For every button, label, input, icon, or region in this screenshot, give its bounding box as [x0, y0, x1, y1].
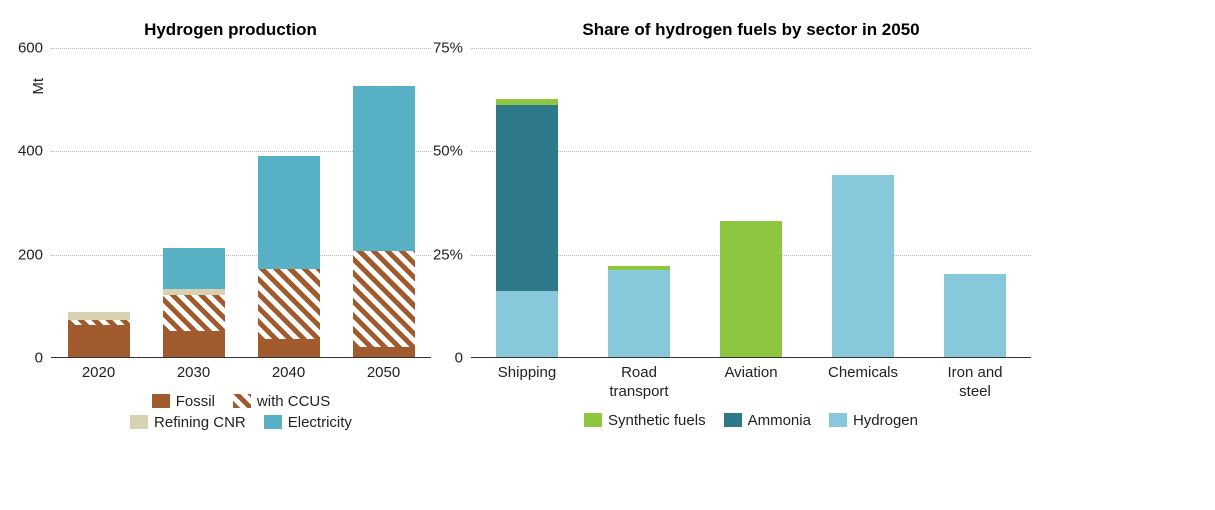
x-tick-label: 2050 [336, 364, 431, 383]
bar-segment-ccus [258, 269, 320, 339]
bar-segment-hydrogen [832, 175, 894, 357]
legend-swatch [152, 394, 170, 408]
legend-item-refining: Refining CNR [130, 414, 246, 431]
legend-swatch [130, 415, 148, 429]
y-tick-label: 200 [18, 246, 51, 263]
bar-group [163, 248, 225, 358]
legend-item-fossil: Fossil [152, 393, 215, 410]
bar-segment-hydrogen [608, 270, 670, 357]
chart-title: Hydrogen production [30, 20, 431, 40]
bar-segment-fossil [163, 331, 225, 357]
x-axis-labels: ShippingRoadtransportAviationChemicalsIr… [471, 364, 1031, 402]
bar-group [258, 156, 320, 357]
x-tick-label: Aviation [695, 364, 807, 402]
legend-label: Refining CNR [154, 414, 246, 431]
bar-segment-ammonia [496, 105, 558, 291]
legend-item-hydrogen: Hydrogen [829, 412, 918, 429]
legend-swatch [264, 415, 282, 429]
bar-group [944, 274, 1006, 357]
y-tick-label: 25% [433, 246, 471, 263]
bar-group [720, 221, 782, 357]
y-tick-label: 600 [18, 40, 51, 57]
x-tick-label: Chemicals [807, 364, 919, 402]
bar-segment-hydrogen [944, 274, 1006, 357]
legend-swatch [584, 413, 602, 427]
y-tick-label: 0 [35, 350, 51, 367]
plot-area: 0200400600 [51, 48, 431, 358]
x-tick-label: 2030 [146, 364, 241, 383]
bar-segment-electricity [258, 156, 320, 270]
bar-segment-electricity [163, 248, 225, 289]
bar-group [68, 312, 130, 357]
legend-item-ccus: with CCUS [233, 393, 330, 410]
bar-group [353, 86, 415, 357]
plot-area: 025%50%75% [471, 48, 1031, 358]
bar-segment-fossil [258, 339, 320, 357]
x-axis-labels: 2020203020402050 [51, 364, 431, 383]
legend-swatch [233, 394, 251, 408]
legend-item-synthetic: Synthetic fuels [584, 412, 706, 429]
legend-label: Hydrogen [853, 412, 918, 429]
bar-segment-fossil [68, 325, 130, 357]
bars-area [471, 48, 1031, 357]
legend-label: Electricity [288, 414, 352, 431]
bar-group [496, 99, 558, 357]
bar-group [608, 266, 670, 357]
bar-segment-hydrogen [496, 291, 558, 357]
legend-item-electricity: Electricity [264, 414, 352, 431]
legend-label: Synthetic fuels [608, 412, 706, 429]
legend-label: Ammonia [748, 412, 811, 429]
x-tick-label: Roadtransport [583, 364, 695, 402]
chart-title: Share of hydrogen fuels by sector in 205… [471, 20, 1031, 40]
x-tick-label: 2040 [241, 364, 336, 383]
x-tick-label: Shipping [471, 364, 583, 402]
legend-label: with CCUS [257, 393, 330, 410]
bar-segment-synthetic [720, 221, 782, 357]
legend-swatch [724, 413, 742, 427]
hydrogen-production-chart: Hydrogen production Mt 0200400600 202020… [30, 20, 431, 431]
bar-segment-electricity [353, 86, 415, 251]
chart-legend: Fossil with CCUS Refining CNR Electricity [91, 393, 391, 431]
bar-segment-ccus [353, 251, 415, 347]
share-by-sector-chart: Share of hydrogen fuels by sector in 205… [471, 20, 1031, 429]
y-axis-label: Mt [30, 78, 47, 95]
x-tick-label: Iron andsteel [919, 364, 1031, 402]
legend-swatch [829, 413, 847, 427]
legend-label: Fossil [176, 393, 215, 410]
x-tick-label: 2020 [51, 364, 146, 383]
bars-area [51, 48, 431, 357]
bar-segment-ccus [163, 295, 225, 331]
charts-row: Hydrogen production Mt 0200400600 202020… [30, 20, 1185, 431]
bar-segment-fossil [353, 347, 415, 357]
y-tick-label: 75% [433, 40, 471, 57]
bar-group [832, 175, 894, 357]
bar-segment-refining [68, 312, 130, 320]
y-tick-label: 0 [455, 350, 471, 367]
legend-item-ammonia: Ammonia [724, 412, 811, 429]
y-tick-label: 400 [18, 143, 51, 160]
y-tick-label: 50% [433, 143, 471, 160]
chart-legend: Synthetic fuels Ammonia Hydrogen [471, 412, 1031, 429]
